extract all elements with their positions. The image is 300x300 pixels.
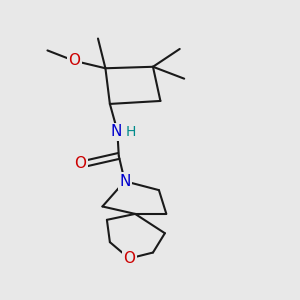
Text: O: O	[123, 251, 135, 266]
Text: N: N	[119, 174, 130, 189]
Text: O: O	[74, 156, 86, 171]
Text: O: O	[68, 53, 80, 68]
Text: N: N	[110, 124, 122, 139]
Text: H: H	[125, 124, 136, 139]
